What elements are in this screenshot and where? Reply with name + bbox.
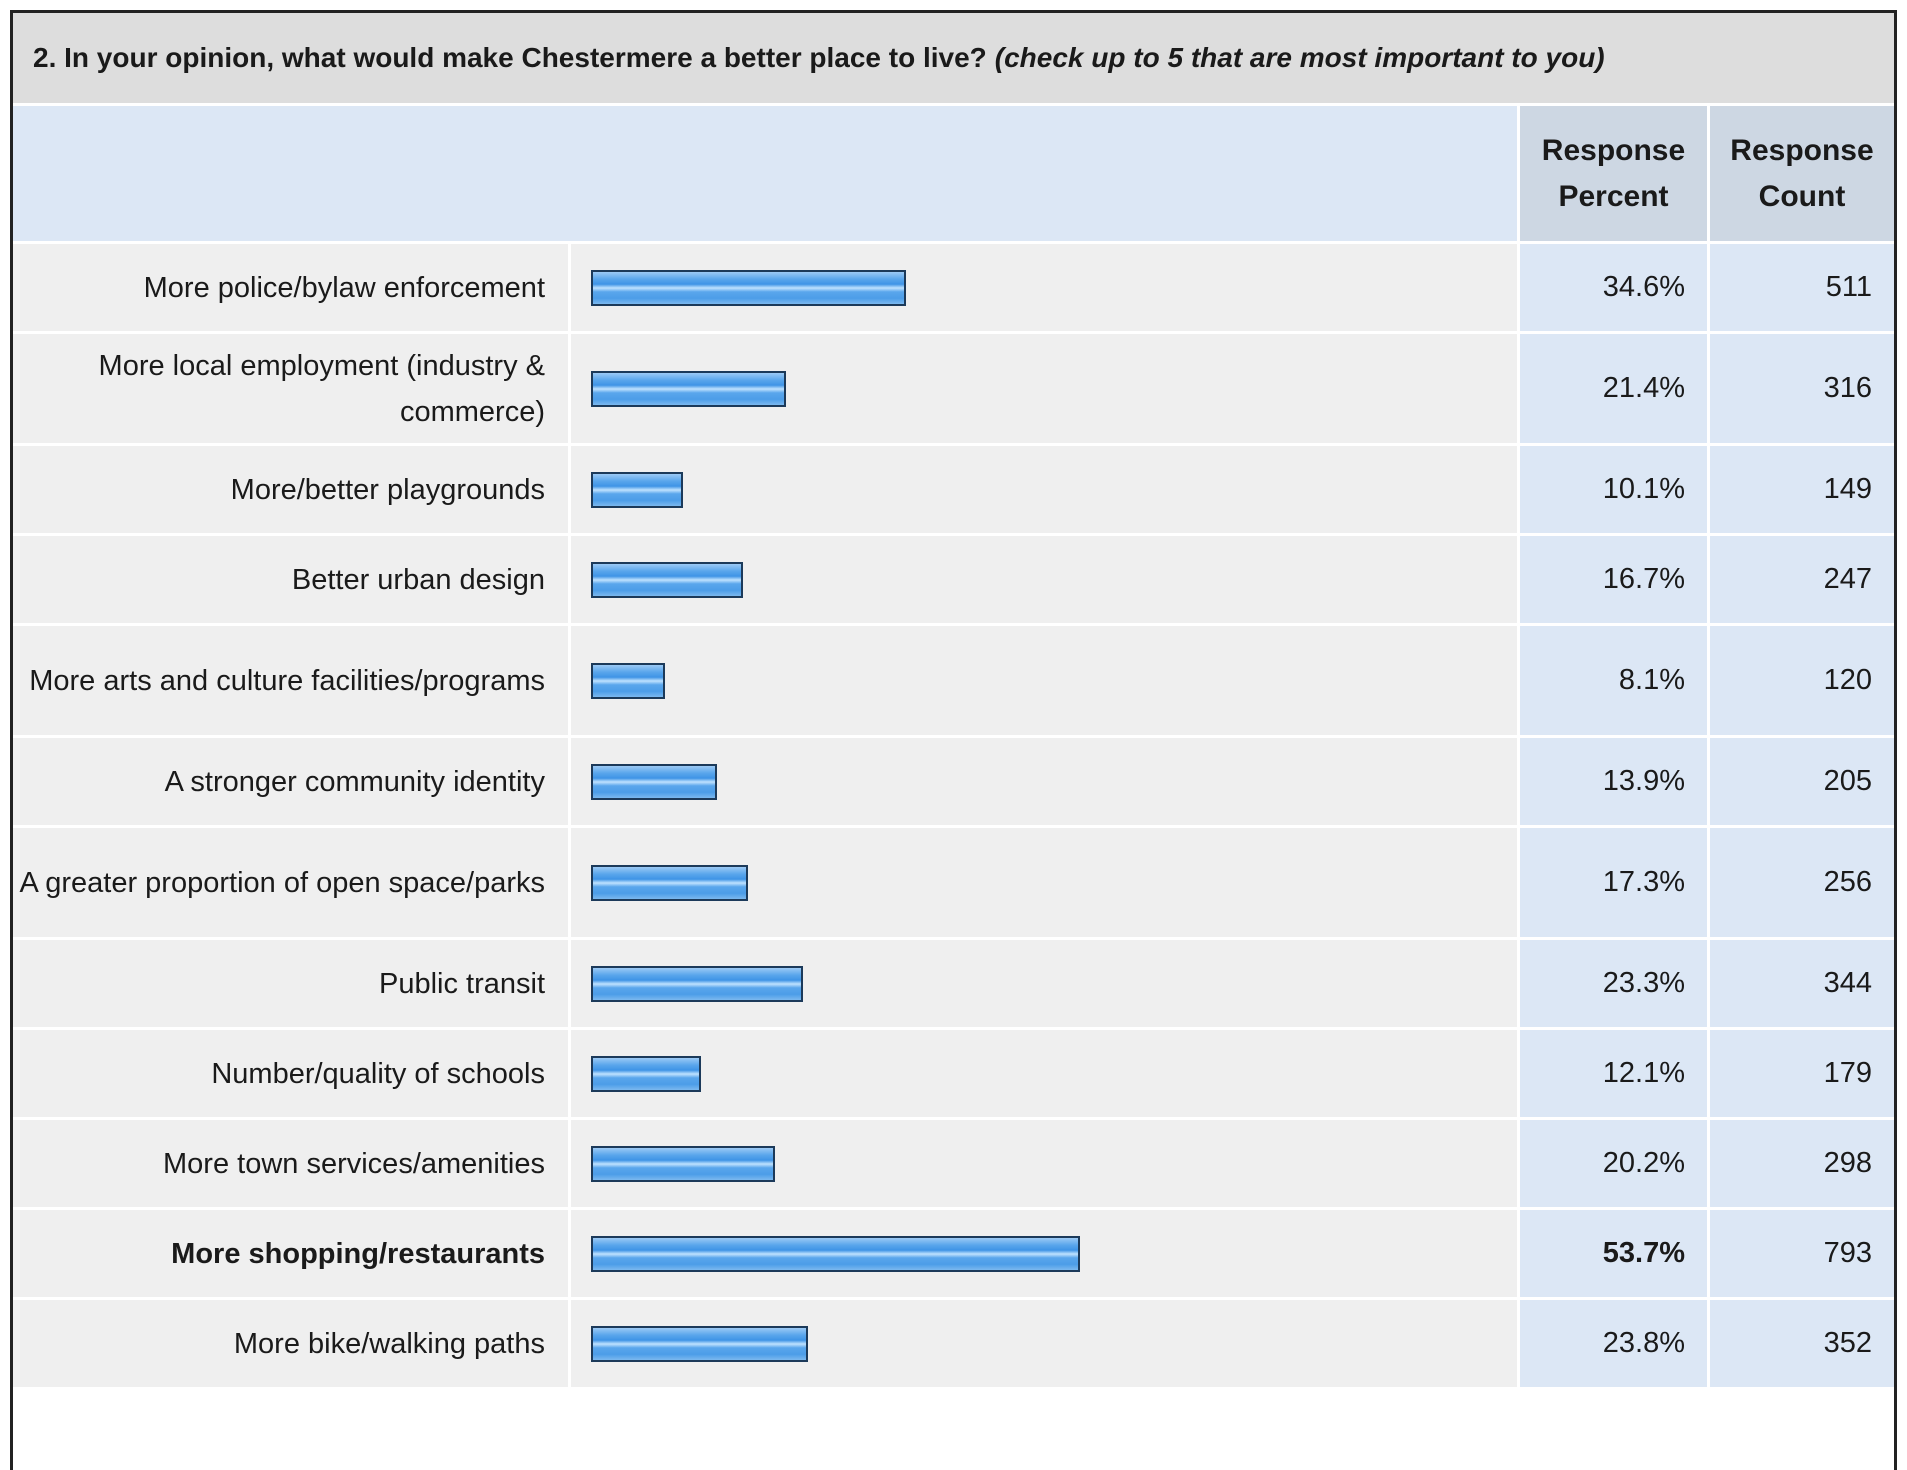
answer-label: Public transit xyxy=(13,940,568,1027)
response-count: 179 xyxy=(1707,1030,1894,1117)
table-row: More police/bylaw enforcement 34.6% 511 xyxy=(13,241,1894,331)
bar-cell xyxy=(568,1300,1517,1387)
response-count-header-line1: Response xyxy=(1730,133,1874,167)
response-percent: 10.1% xyxy=(1517,446,1707,533)
table-body: More police/bylaw enforcement 34.6% 511 Mor… xyxy=(13,241,1894,1387)
table-row: A greater proportion of open space/parks… xyxy=(13,825,1894,937)
bar-cell xyxy=(568,626,1517,735)
response-percent: 34.6% xyxy=(1517,244,1707,331)
answer-label: Number/quality of schools xyxy=(13,1030,568,1117)
answer-label: More bike/walking paths xyxy=(13,1300,568,1387)
response-percent-header-line1: Response xyxy=(1541,133,1686,167)
response-count-header-line2: Count xyxy=(1758,179,1846,213)
answer-label: A greater proportion of open space/parks xyxy=(13,828,568,937)
question-instruction: (check up to 5 that are most important t… xyxy=(994,42,1605,73)
table-header-row: Response Percent Response Count xyxy=(13,106,1894,241)
response-percent: 12.1% xyxy=(1517,1030,1707,1117)
table-row: More town services/amenities 20.2% 298 xyxy=(13,1117,1894,1207)
response-bar xyxy=(591,662,665,699)
response-bar xyxy=(591,864,748,901)
header-blank-cell xyxy=(13,106,1517,241)
response-percent: 13.9% xyxy=(1517,738,1707,825)
response-bar xyxy=(591,471,683,508)
response-count: 256 xyxy=(1707,828,1894,937)
table-row: More bike/walking paths 23.8% 352 xyxy=(13,1297,1894,1387)
table-row: More local employment (industry & commer… xyxy=(13,331,1894,443)
answer-label: More town services/amenities xyxy=(13,1120,568,1207)
response-count: 298 xyxy=(1707,1120,1894,1207)
response-count: 793 xyxy=(1707,1210,1894,1297)
question-header: 2. In your opinion, what would make Ches… xyxy=(13,13,1894,106)
table-row: A stronger community identity 13.9% 205 xyxy=(13,735,1894,825)
response-count: 149 xyxy=(1707,446,1894,533)
bar-cell xyxy=(568,334,1517,443)
table-row: More shopping/restaurants 53.7% 793 xyxy=(13,1207,1894,1297)
response-bar xyxy=(591,965,803,1002)
bar-cell xyxy=(568,446,1517,533)
response-percent: 16.7% xyxy=(1517,536,1707,623)
table-row: Number/quality of schools 12.1% 179 xyxy=(13,1027,1894,1117)
response-count: 316 xyxy=(1707,334,1894,443)
answer-label: A stronger community identity xyxy=(13,738,568,825)
response-count: 352 xyxy=(1707,1300,1894,1387)
table-row: More/better playgrounds 10.1% 149 xyxy=(13,443,1894,533)
response-percent-header-line2: Percent xyxy=(1558,179,1669,213)
response-percent: 20.2% xyxy=(1517,1120,1707,1207)
response-percent: 8.1% xyxy=(1517,626,1707,735)
response-percent: 23.3% xyxy=(1517,940,1707,1027)
response-bar xyxy=(591,1325,808,1362)
answer-label: More arts and culture facilities/program… xyxy=(13,626,568,735)
response-count: 511 xyxy=(1707,244,1894,331)
bar-cell xyxy=(568,940,1517,1027)
response-percent: 53.7% xyxy=(1517,1210,1707,1297)
answer-label: More local employment (industry & commer… xyxy=(13,334,568,443)
answer-label: More/better playgrounds xyxy=(13,446,568,533)
response-bar xyxy=(591,763,717,800)
response-count: 247 xyxy=(1707,536,1894,623)
response-count: 205 xyxy=(1707,738,1894,825)
bar-cell xyxy=(568,536,1517,623)
response-bar xyxy=(591,370,786,407)
answer-label: Better urban design xyxy=(13,536,568,623)
response-percent: 21.4% xyxy=(1517,334,1707,443)
table-row: More arts and culture facilities/program… xyxy=(13,623,1894,735)
response-count: 344 xyxy=(1707,940,1894,1027)
bar-cell xyxy=(568,1210,1517,1297)
response-bar xyxy=(591,1145,775,1182)
response-count-header: Response Count xyxy=(1707,106,1894,241)
table-row: Public transit 23.3% 344 xyxy=(13,937,1894,1027)
response-percent: 17.3% xyxy=(1517,828,1707,937)
survey-question-panel: 2. In your opinion, what would make Ches… xyxy=(10,10,1897,1470)
bar-cell xyxy=(568,738,1517,825)
table-row: Better urban design 16.7% 247 xyxy=(13,533,1894,623)
response-count: 120 xyxy=(1707,626,1894,735)
bar-cell xyxy=(568,1120,1517,1207)
bar-cell xyxy=(568,1030,1517,1117)
response-bar xyxy=(591,1235,1080,1272)
bar-cell xyxy=(568,244,1517,331)
results-table: Response Percent Response Count More pol… xyxy=(13,106,1894,1387)
question-text: 2. In your opinion, what would make Ches… xyxy=(33,42,987,73)
response-percent-header: Response Percent xyxy=(1517,106,1707,241)
response-bar xyxy=(591,1055,701,1092)
answer-label: More police/bylaw enforcement xyxy=(13,244,568,331)
bar-cell xyxy=(568,828,1517,937)
response-bar xyxy=(591,269,906,306)
response-percent: 23.8% xyxy=(1517,1300,1707,1387)
response-bar xyxy=(591,561,743,598)
answer-label: More shopping/restaurants xyxy=(13,1210,568,1297)
